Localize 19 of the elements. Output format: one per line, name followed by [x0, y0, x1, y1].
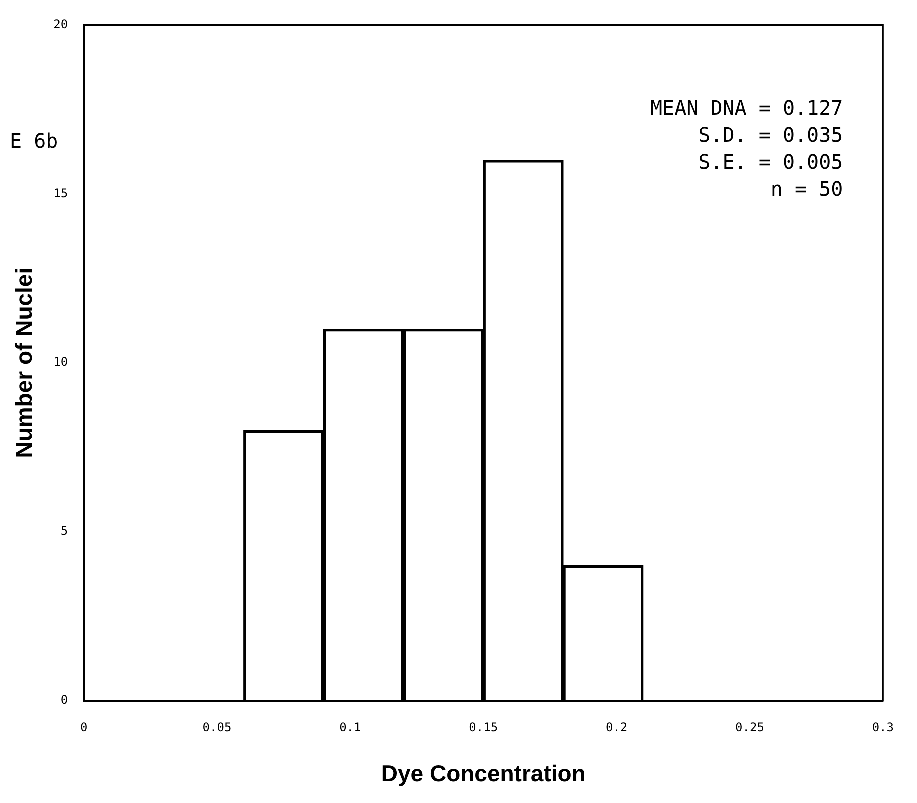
annotation: MEAN DNA = 0.127: [650, 96, 844, 120]
y-tick-label: 15: [54, 186, 68, 200]
x-tick-label: 0.05: [202, 720, 232, 734]
text: E 6b: [10, 129, 58, 153]
x-tick-label: 0.2: [606, 720, 628, 734]
annotation: n = 50: [770, 177, 844, 202]
y-tick-label: 20: [54, 17, 68, 32]
y-tick-label: 10: [54, 355, 68, 370]
y-axis-title: Number of Nuclei: [11, 268, 38, 458]
x-axis-title: Dye Concentration: [381, 760, 586, 787]
x-tick-label: 0.1: [340, 720, 362, 734]
x-tick-label: 0.15: [469, 720, 498, 734]
y-tick-label: 5: [60, 524, 68, 538]
annotation: S.E. = 0.005: [698, 150, 844, 174]
y-tick-label: 0: [60, 693, 68, 708]
annotation: S.D. = 0.035: [698, 123, 844, 148]
x-tick-label: 0: [80, 720, 88, 734]
x-tick-label: 0.3: [872, 720, 894, 734]
x-tick-label: 0.25: [736, 720, 764, 734]
